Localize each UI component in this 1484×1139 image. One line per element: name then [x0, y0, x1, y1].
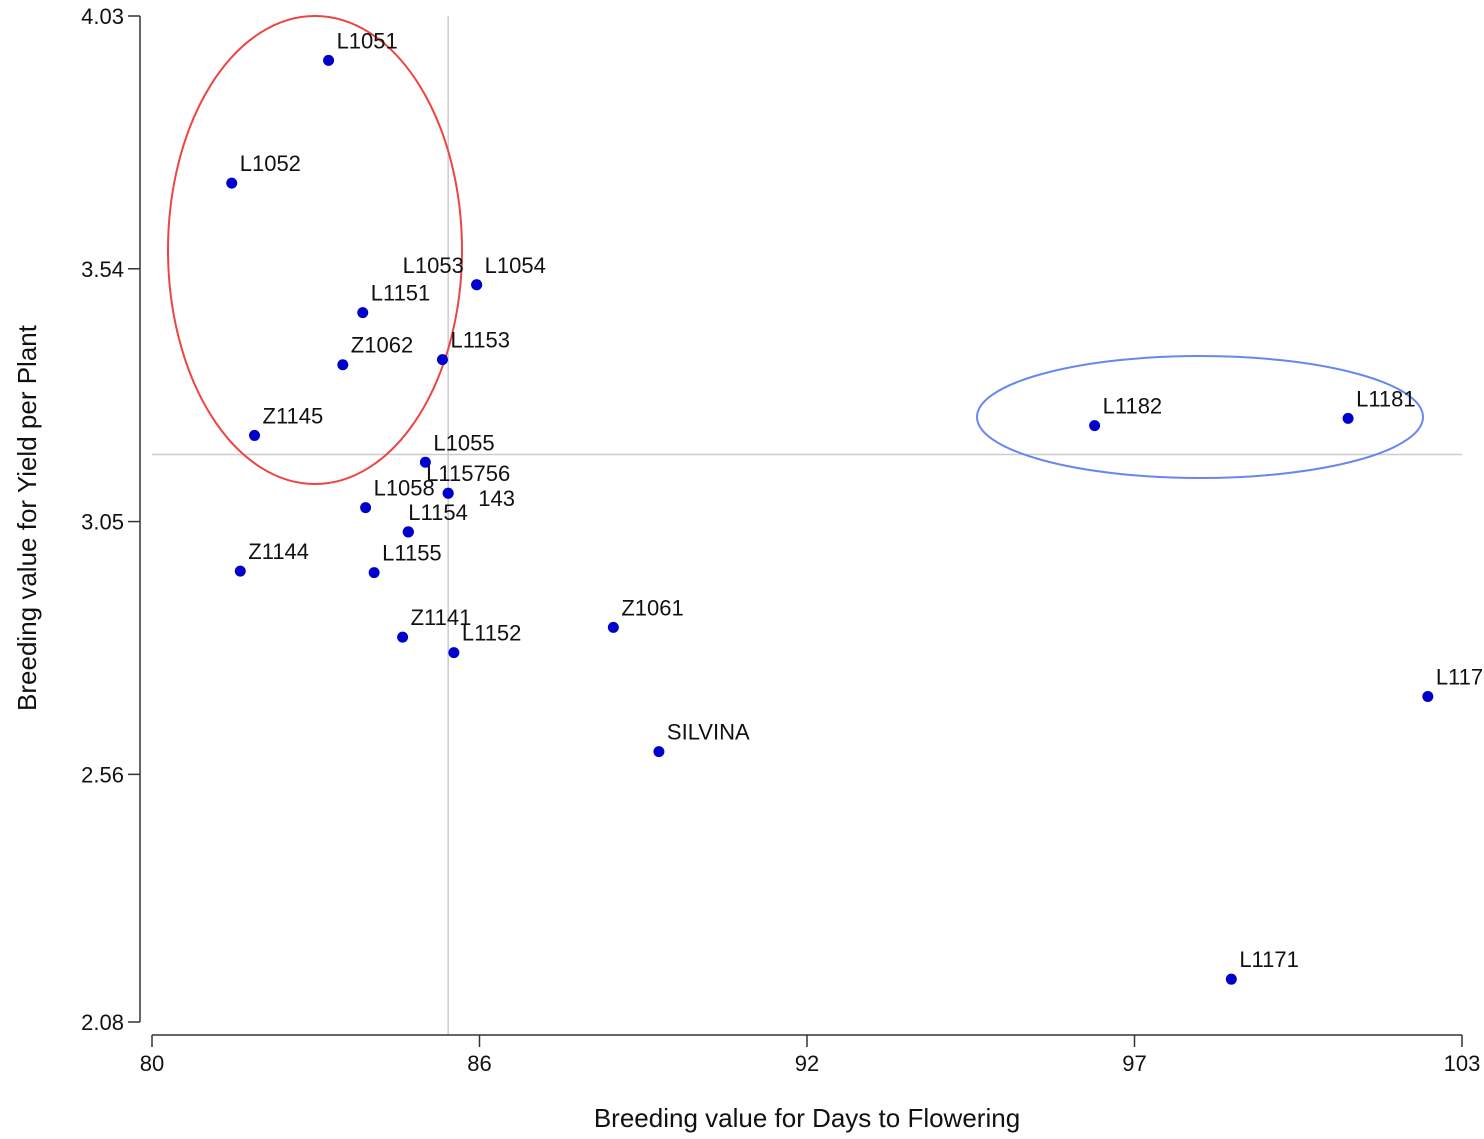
- point-label: L115756: [426, 461, 510, 486]
- point-label: L1151: [371, 281, 431, 306]
- data-point-l1051: [323, 54, 335, 66]
- data-point-l1058: [360, 502, 372, 514]
- y-tick-label: 2.56: [81, 762, 124, 787]
- point-label: L1058: [374, 476, 435, 501]
- point-labels: L1051 L1052 L1053 L1054 L1151 Z1062 L1153 Z1145…: [240, 28, 1484, 972]
- x-tick-label: 92: [795, 1051, 819, 1076]
- data-point-l1153: [436, 354, 448, 366]
- data-point-z1144: [234, 565, 246, 577]
- point-label: L1054: [485, 253, 546, 278]
- point-label: Z1061: [621, 595, 683, 620]
- point-label: L1051: [337, 28, 398, 53]
- point-label: 143: [478, 486, 515, 511]
- y-tick-label: 4.03: [81, 4, 124, 29]
- point-label: L1173: [1436, 664, 1484, 689]
- data-point-z1145: [249, 429, 261, 441]
- data-point-l1146: [402, 526, 414, 538]
- point-label: L1153: [450, 328, 510, 353]
- point-label: Z1062: [351, 333, 413, 358]
- data-point-l1173: [1422, 690, 1434, 702]
- point-label: L1055: [433, 430, 494, 455]
- x-tick-label: 103: [1444, 1051, 1481, 1076]
- data-point-z1061: [607, 621, 619, 633]
- y-axis-ticks: 4.03 3.54 3.05 2.56 2.08: [81, 4, 140, 1035]
- x-tick-label: 80: [140, 1051, 164, 1076]
- point-label: L1154: [408, 500, 468, 525]
- point-label: SILVINA: [667, 720, 750, 745]
- data-point-l1151: [357, 307, 369, 319]
- point-label: L1152: [462, 621, 522, 646]
- data-point-l1155: [368, 567, 380, 579]
- y-tick-label: 3.05: [81, 510, 124, 535]
- data-point-z1141: [397, 631, 409, 643]
- data-point-l1148: [442, 487, 454, 499]
- data-point-l1152: [448, 647, 460, 659]
- data-point-l1054: [471, 279, 483, 291]
- point-label: L1155: [382, 541, 442, 566]
- point-label: L1182: [1103, 394, 1163, 419]
- data-point-silvina: [653, 746, 665, 758]
- point-label: Z1141: [411, 605, 472, 630]
- data-point-l1171: [1225, 973, 1237, 985]
- point-label: L1171: [1239, 947, 1299, 972]
- y-tick-label: 3.54: [81, 257, 124, 282]
- point-label: L1181: [1356, 386, 1416, 411]
- y-tick-label: 2.08: [81, 1010, 124, 1035]
- data-point-z1062: [337, 359, 349, 371]
- x-axis-ticks: 80 86 92 97 103: [140, 1035, 1481, 1076]
- red-highlight-ellipse: [167, 15, 463, 485]
- data-point-l1181: [1342, 412, 1354, 424]
- point-label: Z1144: [248, 539, 309, 564]
- data-point-l1052: [226, 177, 238, 189]
- blue-highlight-ellipse: [976, 355, 1424, 479]
- point-label: L1052: [240, 151, 301, 176]
- data-point-l1055: [419, 456, 431, 468]
- x-tick-label: 97: [1122, 1051, 1146, 1076]
- data-point-l1182: [1089, 420, 1101, 432]
- data-points: [226, 54, 1434, 985]
- y-axis-title: Breeding value for Yield per Plant: [12, 324, 42, 711]
- x-tick-label: 86: [467, 1051, 491, 1076]
- point-label: L1053: [403, 253, 464, 278]
- point-label: Z1145: [263, 403, 324, 428]
- x-axis-title: Breeding value for Days to Flowering: [594, 1103, 1020, 1133]
